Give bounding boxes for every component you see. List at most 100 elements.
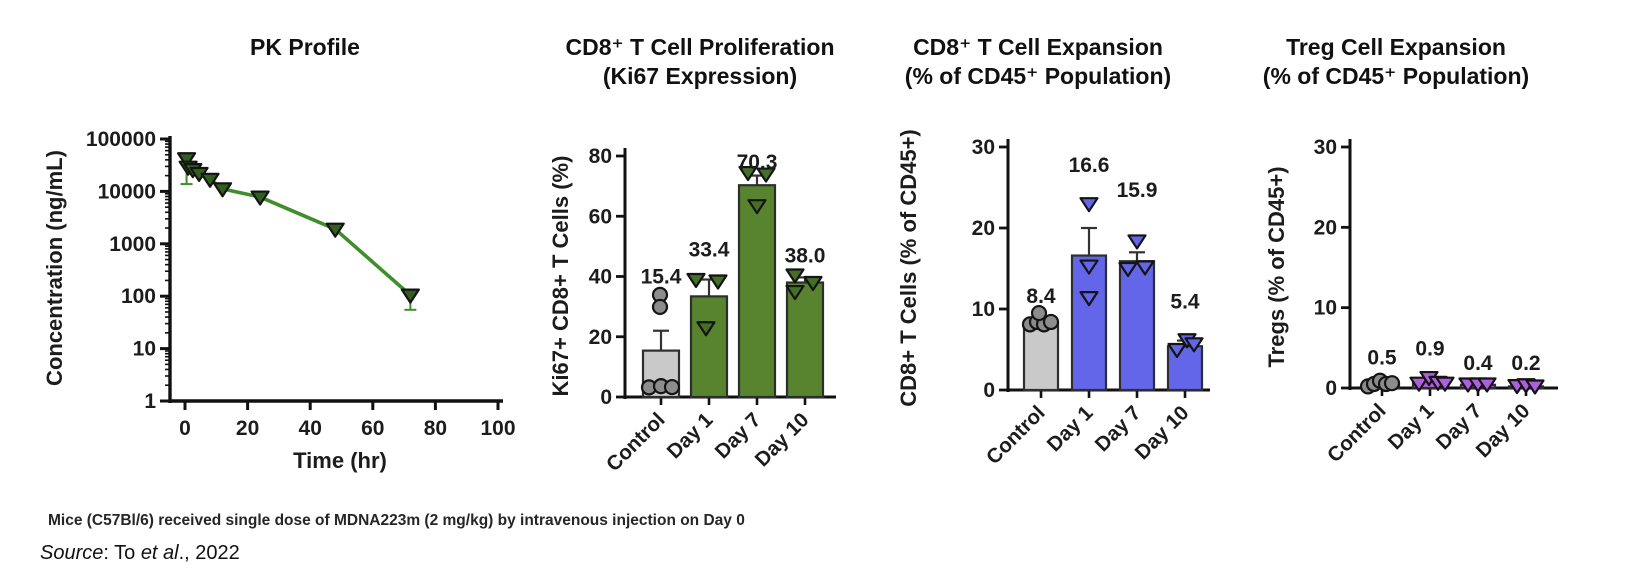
data-point-triangle	[212, 182, 233, 198]
data-point-circle	[1030, 304, 1048, 322]
cd8-expansion-chart-plot: 0 10 20 30 CD8+ T Cells (% of CD45+) 8.4 Contr…	[896, 129, 1210, 469]
data-point-triangle	[696, 321, 716, 337]
y-tick-label: 10	[1314, 297, 1337, 320]
value-label: 0.5	[1367, 346, 1397, 369]
pk-chart-plot: 1 10 100 1000 10000 100000 0 20 40 60 80 100 Time (h…	[42, 128, 516, 473]
data-point-triangle	[1079, 197, 1099, 213]
ki67-chart-title: CD8⁺ T Cell Proliferation (Ki67 Expressi…	[565, 34, 835, 89]
value-label: 0.2	[1511, 352, 1540, 375]
data-point-circle	[1042, 313, 1060, 331]
treg-expansion-chart-plot: 0 10 20 30 Tregs (% of CD45+) 0.5 Control 0.9 Da…	[1264, 136, 1558, 467]
y-tick-label: 80	[589, 145, 612, 168]
y-axis-title: CD8+ T Cells (% of CD45+)	[896, 129, 921, 407]
y-axis-title: Tregs (% of CD45+)	[1264, 166, 1289, 367]
data-point-triangle	[1167, 342, 1187, 359]
x-tick-label: 80	[424, 417, 447, 440]
data-point-triangle	[1184, 337, 1204, 353]
treg-expansion-chart-figure: Treg Cell Expansion (% of CD45⁺ Populati…	[1240, 25, 1580, 530]
y-tick-label: 40	[589, 266, 612, 289]
bar-control	[1022, 320, 1060, 392]
value-label: 5.4	[1170, 291, 1200, 314]
source-tail: ., 2022	[178, 542, 240, 564]
data-point-triangle	[1477, 377, 1497, 393]
category-label: Day 10	[751, 408, 814, 471]
y-tick-label: 0	[983, 379, 995, 402]
y-axis-title: Ki67+ CD8+ T Cells (%)	[548, 156, 573, 397]
pk-chart-figure: PK Profile 1 10 100 1000 10000 100000 0 20 40 60 8…	[40, 25, 520, 530]
y-tick-label: 10	[133, 338, 156, 361]
y-tick-label: 20	[972, 217, 995, 240]
category-label: Day 1	[1043, 401, 1098, 456]
y-tick-label: 100	[121, 285, 156, 308]
data-point-triangle	[200, 172, 220, 188]
pk-series-line	[184, 158, 412, 297]
x-tick-label: 20	[236, 417, 259, 440]
y-tick-label: 30	[972, 136, 995, 159]
value-label: 38.0	[785, 244, 826, 267]
category-label: Day 1	[663, 408, 718, 463]
data-point-triangle	[747, 199, 767, 215]
y-tick-label: 20	[1314, 216, 1337, 239]
category-label: Day 10	[1131, 401, 1194, 464]
data-point-triangle	[1127, 234, 1147, 250]
cd8-expansion-chart-title: CD8⁺ T Cell Expansion (% of CD45⁺ Popula…	[904, 34, 1172, 89]
y-tick-label: 60	[589, 205, 612, 228]
value-label: 33.4	[689, 238, 730, 261]
pk-chart-title: PK Profile	[250, 34, 360, 60]
data-point-triangle	[686, 272, 706, 289]
source-line: Source: To et al., 2022	[40, 542, 240, 565]
y-tick-label: 20	[589, 326, 612, 349]
data-point-circle	[1383, 375, 1401, 392]
source-label: Source	[40, 542, 104, 564]
bar-day-1	[689, 295, 729, 399]
ki67-chart-plot: 0 20 40 60 80 Ki67+ CD8+ T Cells (%) 15.4 Contr…	[548, 145, 836, 476]
x-tick-label: 0	[179, 417, 191, 440]
value-label: 16.6	[1069, 154, 1110, 177]
data-point-triangle	[1079, 291, 1099, 307]
y-axis-title: Concentration (ng/mL)	[42, 150, 67, 386]
y-tick-label: 100000	[86, 128, 156, 151]
value-label: 0.4	[1463, 352, 1493, 375]
bar-day-1	[1070, 254, 1108, 392]
data-point-triangle	[1435, 376, 1455, 392]
data-point-triangle	[708, 274, 728, 290]
study-note: Mice (C57Bl/6) received single dose of M…	[48, 512, 745, 529]
data-point-circle	[651, 298, 669, 316]
data-point-triangle	[785, 284, 805, 301]
x-axis-title: Time (hr)	[293, 448, 387, 473]
data-point-triangle	[176, 152, 197, 168]
value-label: 8.4	[1026, 285, 1056, 308]
category-label: Control	[1323, 399, 1391, 467]
data-point-triangle	[738, 165, 758, 182]
y-tick-label: 1000	[109, 233, 156, 256]
ki67-chart-figure: CD8⁺ T Cell Proliferation (Ki67 Expressi…	[530, 25, 870, 530]
value-label: 70.3	[737, 151, 778, 174]
data-point-triangle	[400, 288, 420, 304]
data-point-triangle	[756, 167, 776, 183]
source-etal: et al	[140, 542, 179, 564]
data-point-circle	[663, 378, 681, 396]
data-point-triangle	[1409, 376, 1429, 392]
cd8-expansion-chart-figure: CD8⁺ T Cell Expansion (% of CD45⁺ Popula…	[880, 25, 1210, 530]
category-label: Control	[982, 401, 1050, 469]
data-point-triangle	[1525, 379, 1545, 395]
data-point-triangle	[803, 275, 823, 292]
x-tick-label: 100	[480, 417, 515, 440]
bar-day-7	[737, 184, 777, 399]
bar-day-7	[1118, 260, 1156, 392]
category-label: Control	[602, 408, 670, 476]
source-sep: : To	[103, 542, 141, 564]
category-label: Day 1	[1384, 399, 1439, 454]
y-tick-label: 30	[1314, 136, 1337, 159]
data-point-triangle	[1079, 259, 1099, 275]
y-tick-label: 0	[600, 386, 612, 409]
x-tick-label: 40	[299, 417, 322, 440]
data-point-triangle	[1118, 261, 1138, 278]
y-tick-label: 0	[1325, 377, 1337, 400]
value-label: 15.4	[641, 266, 682, 289]
x-tick-label: 60	[361, 417, 384, 440]
bar-day-10	[785, 281, 825, 399]
y-tick-label: 1	[144, 390, 156, 413]
value-label: 0.9	[1415, 338, 1444, 361]
